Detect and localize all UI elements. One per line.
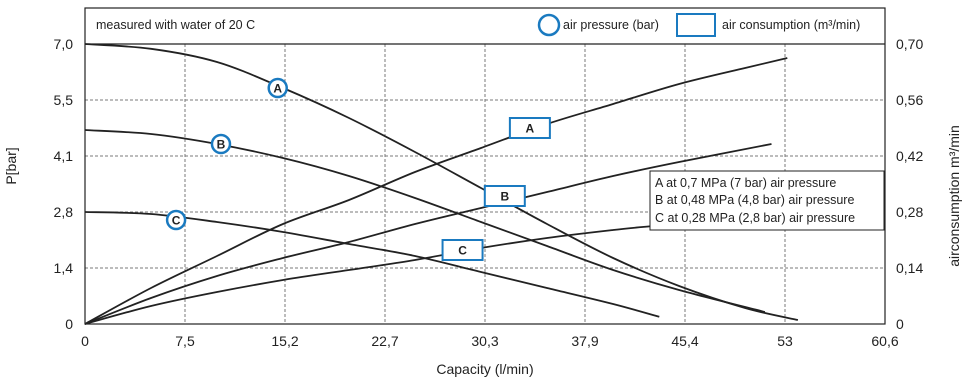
- pressure-marker-b: [210, 133, 232, 155]
- y-right-tick-label: 0,56: [896, 92, 923, 108]
- consumption-label-a: A: [526, 122, 535, 136]
- annotation-b: B at 0,48 MPa (4,8 bar) air pressure: [655, 193, 854, 207]
- y-left-tick-label: 1,4: [54, 260, 74, 276]
- consumption-legend-icon: [676, 13, 716, 37]
- pressure-label-b: B: [217, 138, 226, 152]
- pressure-legend-label: air pressure (bar): [563, 18, 659, 32]
- y-left-tick-label: 4,1: [54, 148, 74, 164]
- consumption-marker-c: [441, 239, 484, 261]
- consumption-curve-c: [84, 225, 653, 325]
- pressure-legend-icon: [537, 13, 561, 37]
- y-left-tick-label: 2,8: [54, 204, 74, 220]
- consumption-curve-a: [84, 57, 788, 325]
- consumption-label-c: C: [458, 244, 467, 258]
- y-left-tick-label: 7,0: [54, 36, 74, 52]
- pressure-curve-b: [84, 129, 766, 313]
- x-axis-title: Capacity (l/min): [436, 361, 533, 377]
- x-tick-label: 37,9: [571, 333, 598, 349]
- consumption-marker-b: [483, 185, 526, 207]
- y-right-tick-label: 0,70: [896, 36, 923, 52]
- consumption-curve-b: [84, 143, 772, 325]
- x-tick-label: 22,7: [371, 333, 398, 349]
- pressure-curve-a: [84, 43, 799, 321]
- annotation-a: A at 0,7 MPa (7 bar) air pressure: [655, 176, 836, 190]
- y-left-tick-label: 5,5: [54, 92, 74, 108]
- tick-labels: 0 7,5 15,2 22,7 30,3 37,9 45,4 53 60,601,42,84,1…: [54, 36, 924, 349]
- consumption-marker-a: [508, 117, 551, 139]
- x-tick-label: 7,5: [175, 333, 195, 349]
- y-right-tick-label: 0,28: [896, 204, 923, 220]
- annotation-box: [649, 170, 885, 231]
- y-right-tick-label: 0: [896, 316, 904, 332]
- consumption-legend-label: air consumption (m³/min): [722, 18, 860, 32]
- pressure-label-a: A: [273, 82, 282, 96]
- plot-frame: [84, 7, 886, 325]
- y-right-tick-label: 0,42: [896, 148, 923, 164]
- x-tick-label: 45,4: [671, 333, 698, 349]
- x-tick-label: 30,3: [471, 333, 498, 349]
- consumption-label-b: B: [500, 190, 509, 204]
- y-axis-title-left: P[bar]: [3, 147, 19, 184]
- pressure-marker-a: [267, 77, 288, 99]
- pressure-marker-c: [165, 209, 187, 231]
- x-tick-label: 0: [81, 333, 89, 349]
- x-tick-label: 15,2: [271, 333, 298, 349]
- measurement-note: measured with water of 20 C: [96, 18, 255, 32]
- y-right-tick-label: 0,14: [896, 260, 923, 276]
- x-tick-label: 53: [777, 333, 793, 349]
- annotation-c: C at 0,28 MPa (2,8 bar) air pressure: [655, 211, 855, 225]
- curve-labels: A B C A B C: [165, 77, 551, 261]
- pressure-label-c: C: [172, 214, 181, 228]
- y-left-tick-label: 0: [65, 316, 73, 332]
- x-tick-label: 60,6: [871, 333, 898, 349]
- y-axis-title-right: airconsumption m³/min: [946, 125, 962, 267]
